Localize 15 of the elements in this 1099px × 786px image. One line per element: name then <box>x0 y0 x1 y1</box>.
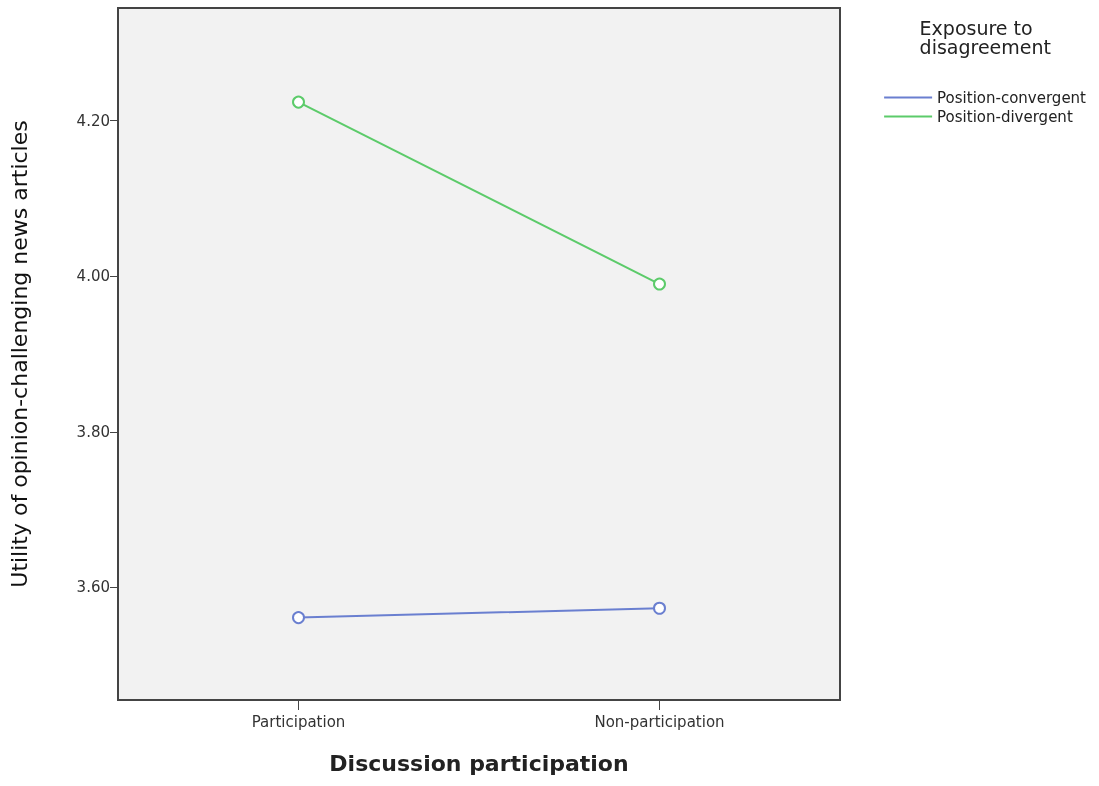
y-tick-label: 3.80 <box>76 422 110 441</box>
x-axis-title: Discussion participation <box>329 750 629 776</box>
point <box>292 95 305 109</box>
y-tick-label: 4.20 <box>76 111 110 130</box>
y-tick-label: 3.60 <box>76 578 110 597</box>
point <box>653 277 666 291</box>
y-axis-title: Utility of opinion-challenging news articles <box>6 120 32 588</box>
legend-label: Position-convergent <box>937 88 1087 107</box>
y-tick-label: 4.00 <box>76 267 110 286</box>
x-tick-label: Non-participation <box>594 712 725 731</box>
legend-label: Position-divergent <box>937 107 1073 126</box>
x-tick-label: Participation <box>251 712 346 731</box>
point <box>292 611 305 625</box>
point <box>653 601 666 615</box>
legend-title: Exposure to disagreement <box>919 16 1051 58</box>
